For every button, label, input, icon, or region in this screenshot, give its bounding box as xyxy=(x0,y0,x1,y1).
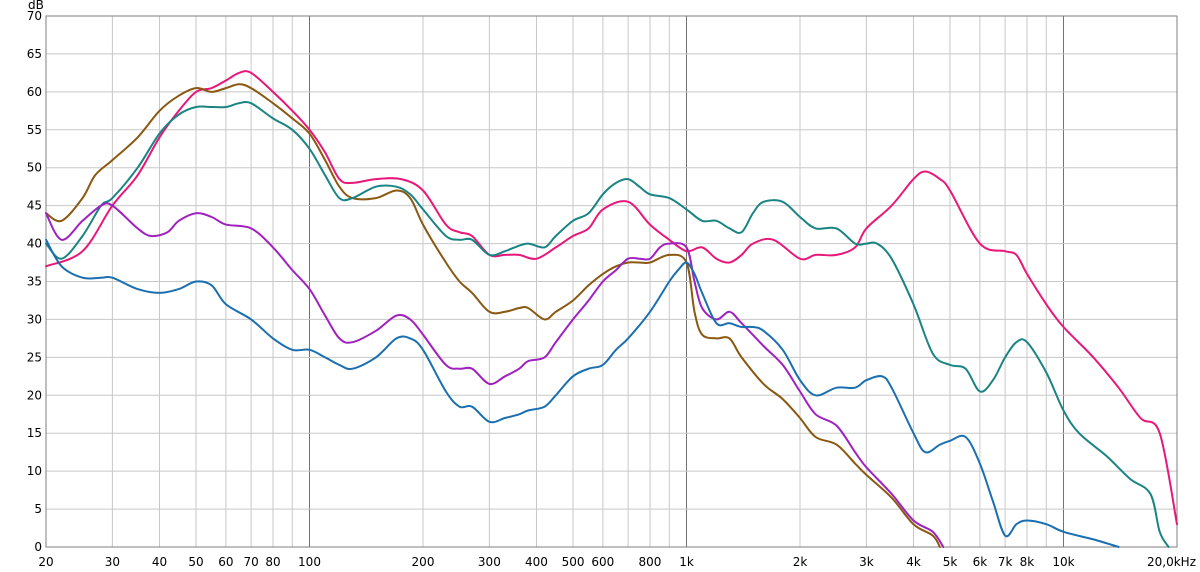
y-tick-label: 35 xyxy=(27,275,42,289)
series-line-2 xyxy=(45,83,941,548)
series-line-1 xyxy=(45,70,1178,526)
y-tick-label: 40 xyxy=(27,237,42,251)
x-tick-label: 50 xyxy=(188,555,203,568)
x-tick-label: 400 xyxy=(525,555,548,568)
y-tick-label: 65 xyxy=(27,47,42,61)
x-tick-label: 100 xyxy=(298,555,321,568)
x-tick-label: 70 xyxy=(243,555,258,568)
x-tick-label: 4k xyxy=(906,555,921,568)
series-line-4 xyxy=(45,202,945,548)
x-tick-label: 8k xyxy=(1020,555,1035,568)
x-tick-label: 3k xyxy=(859,555,874,568)
series-line-3 xyxy=(45,100,1170,548)
x-tick-label: 10k xyxy=(1052,555,1074,568)
x-tick-label: 600 xyxy=(591,555,614,568)
y-tick-label: 10 xyxy=(27,464,42,478)
y-tick-label: 30 xyxy=(27,312,42,326)
series-layer xyxy=(45,70,1178,548)
y-tick-label: 0 xyxy=(34,540,42,554)
y-tick-label: 20 xyxy=(27,388,42,402)
grid-layer xyxy=(46,16,1177,547)
y-tick-label: 25 xyxy=(27,350,42,364)
label-layer: dB 20 30 40 50 60 70 80 100 200 300 400 500 600 800 1k… xyxy=(27,0,1196,569)
x-tick-label: 20 xyxy=(38,555,53,568)
x-tick-label: 20,0kHz xyxy=(1147,555,1196,568)
x-tick-label: 5k xyxy=(943,555,958,568)
y-tick-label: 45 xyxy=(27,199,42,213)
y-tick-label: 55 xyxy=(27,123,42,137)
x-tick-label: 800 xyxy=(639,555,662,568)
x-tick-label: 6k xyxy=(973,555,988,568)
y-unit-label: dB xyxy=(28,0,44,12)
y-tick-label: 60 xyxy=(27,85,42,99)
x-tick-label: 30 xyxy=(105,555,120,568)
x-tick-label: 60 xyxy=(218,555,233,568)
x-tick-label: 7k xyxy=(998,555,1013,568)
series-line-5 xyxy=(45,238,1120,548)
x-tick-label: 2k xyxy=(793,555,808,568)
y-tick-label: 5 xyxy=(34,502,42,516)
y-tick-label: 15 xyxy=(27,426,42,440)
x-tick-label: 500 xyxy=(562,555,585,568)
x-tick-label: 80 xyxy=(265,555,280,568)
x-tick-label: 200 xyxy=(412,555,435,568)
y-tick-label: 50 xyxy=(27,161,42,175)
y-tick-label: 70 xyxy=(27,9,42,23)
x-tick-label: 300 xyxy=(478,555,501,568)
x-tick-label: 40 xyxy=(152,555,167,568)
x-tick-label: 1k xyxy=(679,555,694,568)
plot-frame xyxy=(45,15,1178,548)
